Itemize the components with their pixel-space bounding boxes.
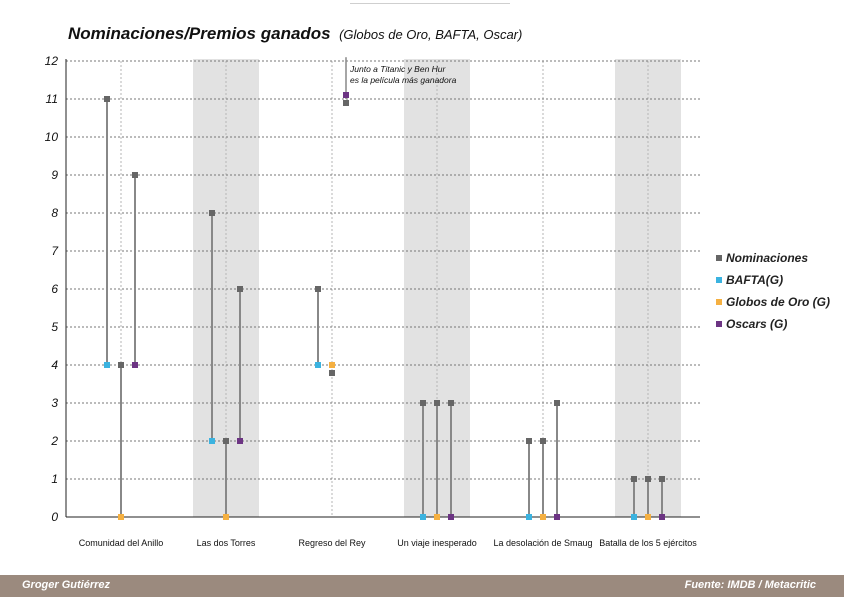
top-rule bbox=[350, 3, 510, 4]
oscar-point bbox=[554, 514, 560, 520]
y-tick-label: 5 bbox=[51, 320, 58, 334]
nomination-point bbox=[420, 400, 426, 406]
x-tick-label: Batalla de los 5 ejércitos bbox=[599, 538, 697, 548]
footer: Groger Gutiérrez Fuente: IMDB / Metacrit… bbox=[0, 575, 844, 597]
legend-label: Nominaciones bbox=[726, 251, 809, 265]
nomination-point bbox=[434, 400, 440, 406]
y-tick-label: 12 bbox=[45, 54, 59, 68]
x-tick-label: Un viaje inesperado bbox=[397, 538, 477, 548]
legend-swatch-oscars bbox=[716, 321, 722, 327]
legend-item-globos: Globos de Oro (G) bbox=[716, 291, 830, 313]
bafta-point bbox=[420, 514, 426, 520]
annotation-text: Junto a Titanic y Ben Hur bbox=[349, 64, 447, 74]
oscar-point bbox=[659, 514, 665, 520]
y-tick-label: 9 bbox=[51, 168, 58, 182]
nomination-point bbox=[659, 476, 665, 482]
nomination-point bbox=[540, 438, 546, 444]
nomination-point bbox=[315, 286, 321, 292]
x-tick-label: La desolación de Smaug bbox=[493, 538, 592, 548]
shaded-band bbox=[615, 59, 681, 517]
nomination-point bbox=[223, 438, 229, 444]
legend-swatch-globos bbox=[716, 299, 722, 305]
footer-author: Groger Gutiérrez bbox=[22, 579, 111, 591]
y-tick-label: 0 bbox=[51, 510, 58, 524]
nomination-point bbox=[209, 210, 215, 216]
nomination-point bbox=[118, 362, 124, 368]
globos-point bbox=[118, 514, 124, 520]
nomination-point bbox=[132, 172, 138, 178]
x-tick-label: Las dos Torres bbox=[197, 538, 256, 548]
y-tick-label: 7 bbox=[51, 244, 59, 258]
legend-item-oscars: Oscars (G) bbox=[716, 313, 830, 335]
legend: Nominaciones BAFTA(G) Globos de Oro (G) … bbox=[716, 247, 830, 335]
nomination-point bbox=[237, 286, 243, 292]
legend-item-nominaciones: Nominaciones bbox=[716, 247, 830, 269]
legend-label: Globos de Oro (G) bbox=[726, 295, 830, 309]
chart-title-main: Nominaciones/Premios ganados bbox=[68, 24, 331, 43]
nomination-point bbox=[104, 96, 110, 102]
oscar-point bbox=[448, 514, 454, 520]
globos-point bbox=[329, 362, 335, 368]
x-tick-label: Comunidad del Anillo bbox=[79, 538, 164, 548]
oscar-point bbox=[237, 438, 243, 444]
nomination-point bbox=[631, 476, 637, 482]
annotation-text: es la película más ganadora bbox=[350, 75, 457, 85]
nomination-point bbox=[645, 476, 651, 482]
y-tick-label: 1 bbox=[51, 472, 58, 486]
chart-title: Nominaciones/Premios ganados (Globos de … bbox=[68, 24, 522, 44]
bafta-point bbox=[526, 514, 532, 520]
y-tick-label: 6 bbox=[51, 282, 58, 296]
x-tick-label: Regreso del Rey bbox=[298, 538, 366, 548]
legend-label: Oscars (G) bbox=[726, 317, 788, 331]
nomination-point bbox=[343, 100, 349, 106]
bafta-point bbox=[631, 514, 637, 520]
footer-source: Fuente: IMDB / Metacritic bbox=[684, 579, 816, 591]
y-tick-label: 11 bbox=[46, 92, 58, 106]
bafta-point bbox=[104, 362, 110, 368]
y-tick-label: 4 bbox=[51, 358, 58, 372]
chart-subtitle: (Globos de Oro, BAFTA, Oscar) bbox=[339, 27, 523, 42]
legend-label: BAFTA(G) bbox=[726, 273, 784, 287]
oscar-point bbox=[343, 92, 349, 98]
y-tick-label: 10 bbox=[45, 130, 59, 144]
bafta-point bbox=[209, 438, 215, 444]
nomination-point bbox=[329, 370, 335, 376]
nomination-point bbox=[554, 400, 560, 406]
globos-point bbox=[540, 514, 546, 520]
globos-point bbox=[223, 514, 229, 520]
globos-point bbox=[645, 514, 651, 520]
oscar-point bbox=[132, 362, 138, 368]
globos-point bbox=[434, 514, 440, 520]
nomination-point bbox=[448, 400, 454, 406]
legend-swatch-bafta bbox=[716, 277, 722, 283]
y-tick-label: 3 bbox=[51, 396, 58, 410]
legend-item-bafta: BAFTA(G) bbox=[716, 269, 830, 291]
y-tick-label: 8 bbox=[51, 206, 58, 220]
legend-swatch-nominaciones bbox=[716, 255, 722, 261]
bafta-point bbox=[315, 362, 321, 368]
y-tick-label: 2 bbox=[50, 434, 58, 448]
nomination-point bbox=[526, 438, 532, 444]
